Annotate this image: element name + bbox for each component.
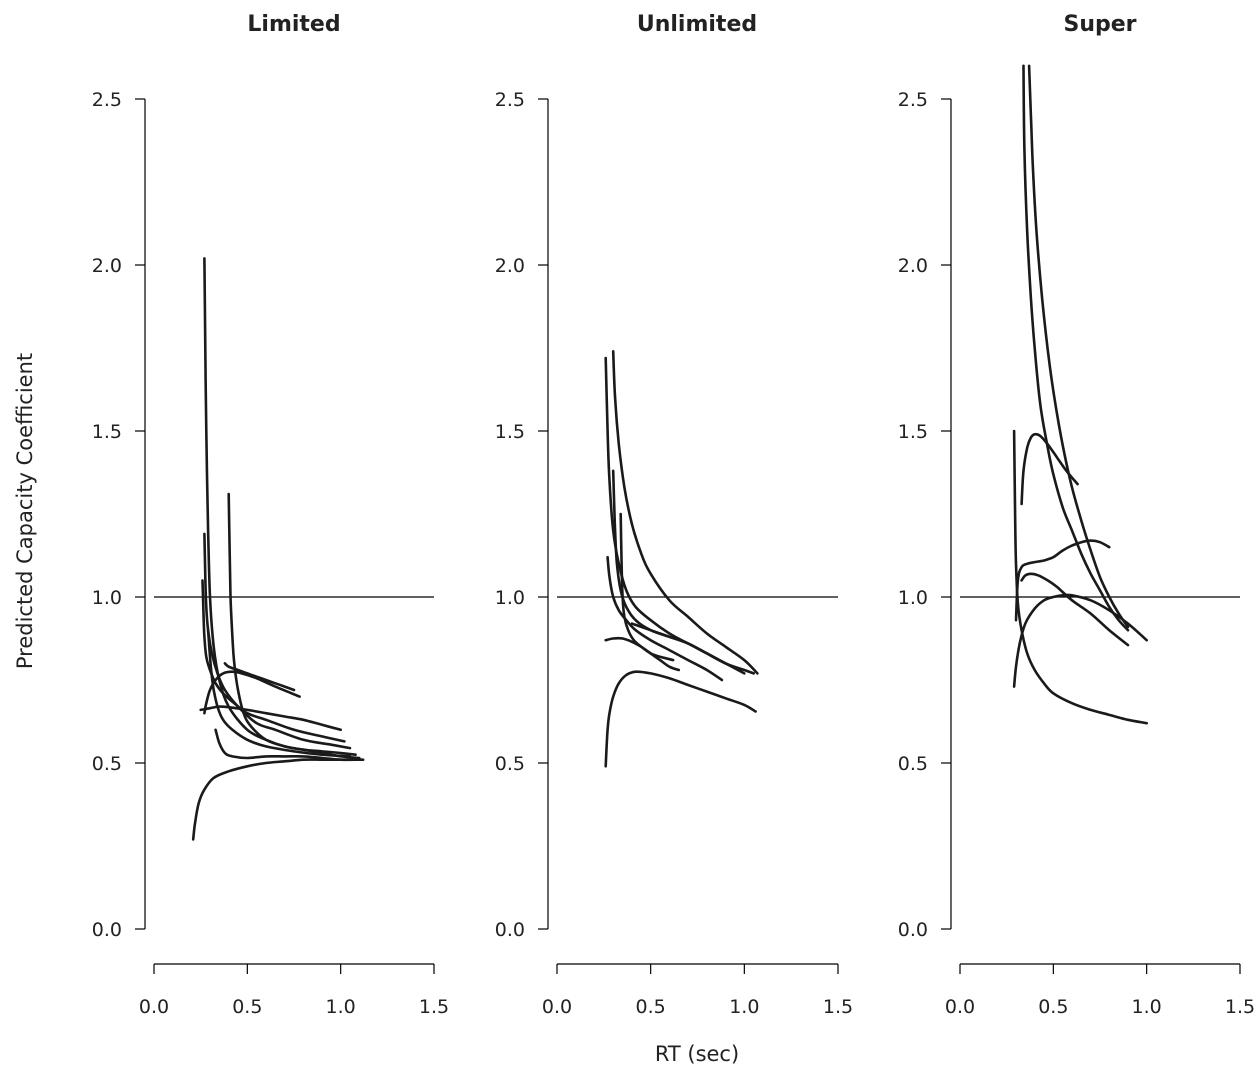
x-tick-label: 0.0: [139, 996, 169, 1018]
panel-1: Limited 0.0 0.5 1.0 1.5 2.0 2.5 0.0 0.5 1.0 1.5: [92, 12, 449, 1018]
y-tick-label: 1.0: [898, 587, 928, 609]
x-tick-label: 1.5: [823, 996, 853, 1018]
y-tick-label: 0.0: [92, 919, 122, 941]
y-tick-label: 1.5: [898, 421, 928, 443]
series-line-4: [1014, 431, 1147, 723]
series-line-5: [608, 557, 722, 680]
y-tick-label: 2.5: [898, 89, 928, 111]
series-line-7: [1014, 595, 1147, 687]
y-tick-label: 1.5: [495, 421, 525, 443]
y-tick-label: 2.0: [495, 255, 525, 277]
x-tick-label: 1.5: [1225, 996, 1255, 1018]
series-line-1: [204, 258, 355, 754]
series-line-10: [193, 760, 363, 840]
panel-title: Limited: [247, 12, 340, 37]
y-tick-label: 2.5: [495, 89, 525, 111]
panel-2: Unlimited 0.0 0.5 1.0 1.5 2.0 2.5 0.0 0.5 1.0 1.5: [495, 12, 853, 1018]
series-line-1: [1024, 66, 1129, 630]
series-group: [1014, 66, 1147, 723]
y-tick-label: 0.5: [92, 753, 122, 775]
series-line-8: [606, 672, 756, 767]
y-tick-label: 0.0: [495, 919, 525, 941]
y-tick-label: 2.0: [92, 255, 122, 277]
series-line-4: [203, 580, 345, 741]
y-tick-label: 2.0: [898, 255, 928, 277]
y-tick-label: 1.0: [92, 587, 122, 609]
x-axis-title: RT (sec): [655, 1042, 739, 1066]
series-group: [193, 258, 363, 839]
y-tick-label: 1.0: [495, 587, 525, 609]
y-tick-label: 1.5: [92, 421, 122, 443]
x-tick-label: 1.0: [729, 996, 759, 1018]
y-tick-label: 2.5: [92, 89, 122, 111]
series-line-7: [606, 638, 679, 670]
x-tick-label: 0.0: [945, 996, 975, 1018]
x-tick-label: 1.5: [419, 996, 449, 1018]
y-tick-label: 0.0: [898, 919, 928, 941]
y-axis-title: Predicted Capacity Coefficient: [13, 353, 37, 669]
panel-title: Super: [1063, 12, 1136, 37]
x-tick-label: 0.0: [542, 996, 572, 1018]
x-tick-label: 0.5: [636, 996, 666, 1018]
panel-title: Unlimited: [637, 12, 757, 37]
x-tick-label: 0.5: [232, 996, 262, 1018]
panel-3: Super 0.0 0.5 1.0 1.5 2.0 2.5 0.0 0.5 1.0 1.5: [898, 12, 1255, 1018]
x-tick-label: 1.0: [326, 996, 356, 1018]
series-group: [606, 351, 758, 766]
x-tick-label: 1.0: [1132, 996, 1162, 1018]
y-tick-label: 0.5: [898, 753, 928, 775]
series-line-3: [1022, 434, 1078, 504]
y-tick-label: 0.5: [495, 753, 525, 775]
x-tick-label: 0.5: [1038, 996, 1068, 1018]
